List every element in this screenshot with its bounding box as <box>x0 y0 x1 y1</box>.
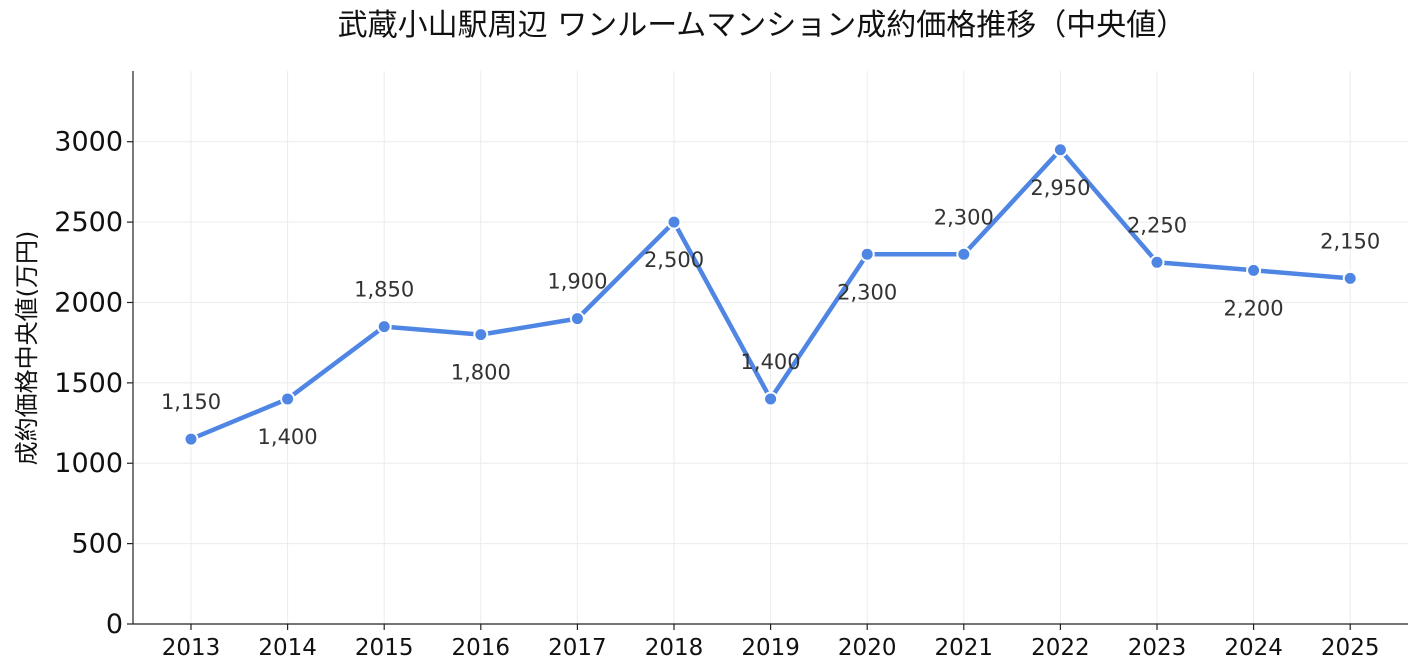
x-tick-label: 2015 <box>355 635 414 661</box>
y-tick-label: 1500 <box>54 368 123 399</box>
data-point <box>956 246 972 262</box>
axes-layer: 0 500 1000 1500 2000 2500 3000 2013 2014 2015 2016… <box>54 71 1408 661</box>
data-point <box>1149 254 1165 270</box>
data-point <box>1052 142 1068 158</box>
data-point <box>763 391 779 407</box>
data-point <box>1342 270 1358 286</box>
y-tick-label: 1000 <box>54 448 123 479</box>
data-label: 2,300 <box>934 205 994 229</box>
x-tick-label: 2024 <box>1224 635 1283 661</box>
data-label: 1,800 <box>451 361 511 385</box>
y-axis-label: 成約価格中央値(万円) <box>13 231 41 466</box>
data-point <box>1246 262 1262 278</box>
x-tick-label: 2017 <box>548 635 607 661</box>
data-point <box>666 214 682 230</box>
x-tick-label: 2014 <box>258 635 317 661</box>
data-label: 2,150 <box>1320 229 1380 253</box>
x-tick-label: 2025 <box>1321 635 1380 661</box>
data-label: 2,250 <box>1127 213 1187 237</box>
y-tick-label: 2000 <box>54 287 123 318</box>
x-tick-label: 2019 <box>741 635 800 661</box>
data-point <box>376 319 392 335</box>
x-tick-label: 2020 <box>838 635 897 661</box>
data-point <box>183 431 199 447</box>
data-label: 1,850 <box>354 278 414 302</box>
y-tick-label: 3000 <box>54 127 123 158</box>
data-label: 1,900 <box>547 270 607 294</box>
data-label: 2,200 <box>1224 296 1284 320</box>
y-tick-label: 0 <box>106 609 123 640</box>
data-point <box>473 327 489 343</box>
x-tick-label: 2023 <box>1128 635 1187 661</box>
x-tick-label: 2016 <box>452 635 511 661</box>
chart-title: 武蔵小山駅周辺 ワンルームマンション成約価格推移（中央値） <box>338 8 1187 43</box>
data-label-layer: 1,150 1,400 1,850 1,800 1,900 2,500 1,400 2,300… <box>161 176 1380 449</box>
data-label: 1,400 <box>258 425 318 449</box>
data-label: 2,500 <box>644 248 704 272</box>
data-label: 2,300 <box>837 280 897 304</box>
y-tick-label: 2500 <box>54 207 123 238</box>
data-label: 1,400 <box>741 350 801 374</box>
data-point <box>280 391 296 407</box>
y-tick-label: 500 <box>71 529 123 560</box>
data-point <box>569 311 585 327</box>
data-point <box>859 246 875 262</box>
x-tick-label: 2018 <box>645 635 704 661</box>
grid-layer <box>133 71 1408 624</box>
data-label: 1,150 <box>161 390 221 414</box>
x-tick-label: 2021 <box>935 635 994 661</box>
x-tick-label: 2022 <box>1031 635 1090 661</box>
data-label: 2,950 <box>1030 176 1090 200</box>
series-layer <box>183 142 1358 447</box>
x-tick-label: 2013 <box>162 635 221 661</box>
